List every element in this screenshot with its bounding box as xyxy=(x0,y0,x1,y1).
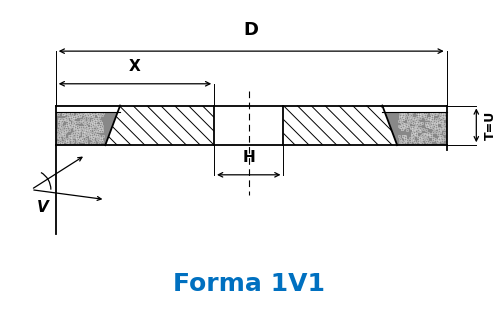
Text: D: D xyxy=(244,21,258,39)
Text: X: X xyxy=(129,59,141,74)
Polygon shape xyxy=(56,106,120,145)
Polygon shape xyxy=(106,106,214,145)
Polygon shape xyxy=(382,106,446,112)
Text: V: V xyxy=(37,200,49,215)
Text: T=U: T=U xyxy=(484,111,497,140)
Text: Forma 1V1: Forma 1V1 xyxy=(172,272,324,296)
Polygon shape xyxy=(382,106,446,145)
Bar xyxy=(214,106,284,145)
Bar xyxy=(56,106,446,145)
Polygon shape xyxy=(284,106,397,145)
Text: H: H xyxy=(242,150,255,165)
Polygon shape xyxy=(56,106,120,112)
